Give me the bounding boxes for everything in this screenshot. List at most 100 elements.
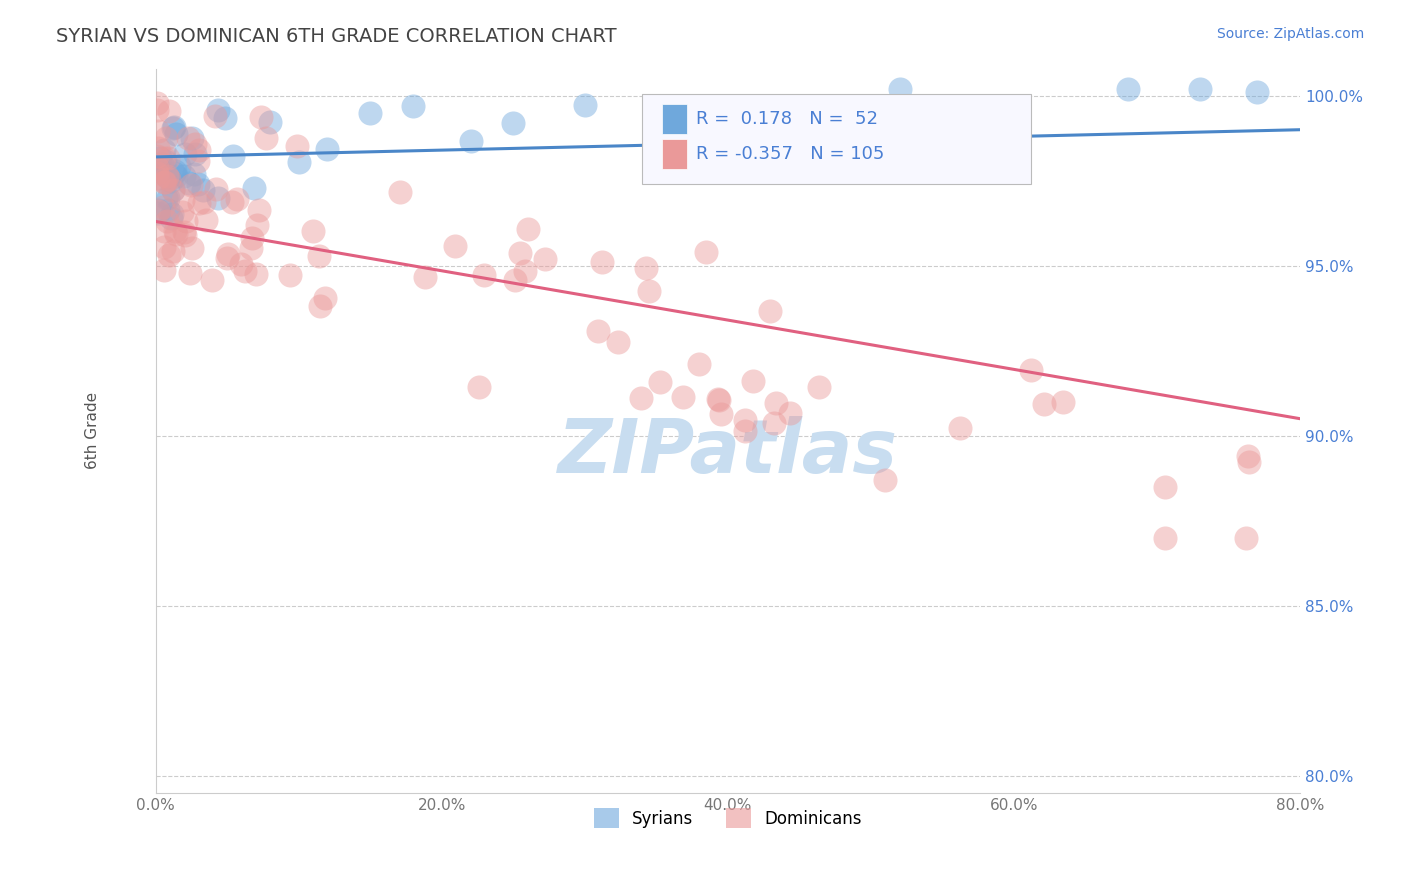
Point xyxy=(586,325,609,339)
Point xyxy=(889,82,911,96)
Point xyxy=(163,166,186,180)
Point xyxy=(173,169,195,184)
Point xyxy=(1246,85,1268,99)
Point xyxy=(765,396,787,410)
Point xyxy=(180,131,202,145)
Point xyxy=(873,473,896,487)
Point xyxy=(162,121,184,136)
Point xyxy=(468,380,491,394)
Point xyxy=(759,304,782,318)
Point xyxy=(630,391,652,405)
Point xyxy=(174,147,197,161)
Point xyxy=(226,192,249,206)
Point xyxy=(177,131,200,145)
Point xyxy=(1052,394,1074,409)
Point xyxy=(288,154,311,169)
Point xyxy=(695,245,717,260)
Point xyxy=(152,166,174,180)
Point xyxy=(762,416,785,430)
Point xyxy=(146,204,169,219)
Point xyxy=(169,159,191,173)
Point xyxy=(162,183,184,197)
Point xyxy=(817,131,839,145)
Point xyxy=(159,248,181,262)
Point xyxy=(146,141,169,155)
Bar xyxy=(662,139,686,169)
Point xyxy=(153,175,176,189)
Point xyxy=(513,264,536,278)
FancyBboxPatch shape xyxy=(643,94,1031,185)
Point xyxy=(191,184,214,198)
Point xyxy=(150,165,173,179)
Point xyxy=(460,134,482,148)
Point xyxy=(222,149,245,163)
Text: R = -0.357   N = 105: R = -0.357 N = 105 xyxy=(696,145,884,163)
Point xyxy=(187,143,209,157)
Point xyxy=(165,127,187,141)
Point xyxy=(807,380,830,394)
Point xyxy=(247,202,270,217)
Point xyxy=(183,167,205,181)
Point xyxy=(472,268,495,282)
Point xyxy=(734,413,756,427)
Point xyxy=(240,241,263,255)
Point xyxy=(179,266,201,280)
Point xyxy=(157,202,180,217)
Point xyxy=(517,222,540,236)
Point xyxy=(156,169,179,183)
Point xyxy=(187,153,209,168)
Point xyxy=(1237,455,1260,469)
Point xyxy=(217,247,239,261)
Point xyxy=(1019,362,1042,376)
Point xyxy=(173,225,195,239)
Point xyxy=(741,374,763,388)
Point xyxy=(163,163,186,178)
Point xyxy=(193,195,215,210)
Point xyxy=(146,166,169,180)
Point xyxy=(243,181,266,195)
Point xyxy=(1033,397,1056,411)
Point xyxy=(444,239,467,253)
Point xyxy=(607,334,630,349)
Point xyxy=(1234,531,1257,545)
Point xyxy=(734,424,756,438)
Y-axis label: 6th Grade: 6th Grade xyxy=(86,392,100,469)
Point xyxy=(187,195,209,210)
Point xyxy=(205,182,228,196)
Point xyxy=(285,139,308,153)
Point xyxy=(534,252,557,266)
Point xyxy=(157,172,180,186)
Point xyxy=(707,392,730,407)
Point xyxy=(159,211,181,226)
Point xyxy=(301,224,323,238)
Point xyxy=(162,244,184,258)
Point xyxy=(503,273,526,287)
Point xyxy=(246,218,269,232)
Point xyxy=(187,177,209,191)
Point xyxy=(574,98,596,112)
Point xyxy=(157,151,180,165)
Point xyxy=(146,158,169,172)
Point xyxy=(308,299,330,313)
Point xyxy=(184,136,207,151)
Point xyxy=(153,223,176,237)
Point xyxy=(709,393,731,408)
Text: Source: ZipAtlas.com: Source: ZipAtlas.com xyxy=(1216,27,1364,41)
Text: R =  0.178   N =  52: R = 0.178 N = 52 xyxy=(696,111,877,128)
Point xyxy=(148,152,170,166)
Point xyxy=(155,130,177,145)
Point xyxy=(634,261,657,276)
Point xyxy=(359,105,381,120)
Point xyxy=(240,231,263,245)
Point xyxy=(146,206,169,220)
Point xyxy=(156,214,179,228)
Point xyxy=(162,183,184,197)
Point xyxy=(254,131,277,145)
Point xyxy=(153,151,176,165)
Point xyxy=(146,95,169,110)
Point xyxy=(214,111,236,125)
Point xyxy=(165,227,187,241)
Point xyxy=(146,170,169,185)
Point xyxy=(637,285,659,299)
Point xyxy=(177,176,200,190)
